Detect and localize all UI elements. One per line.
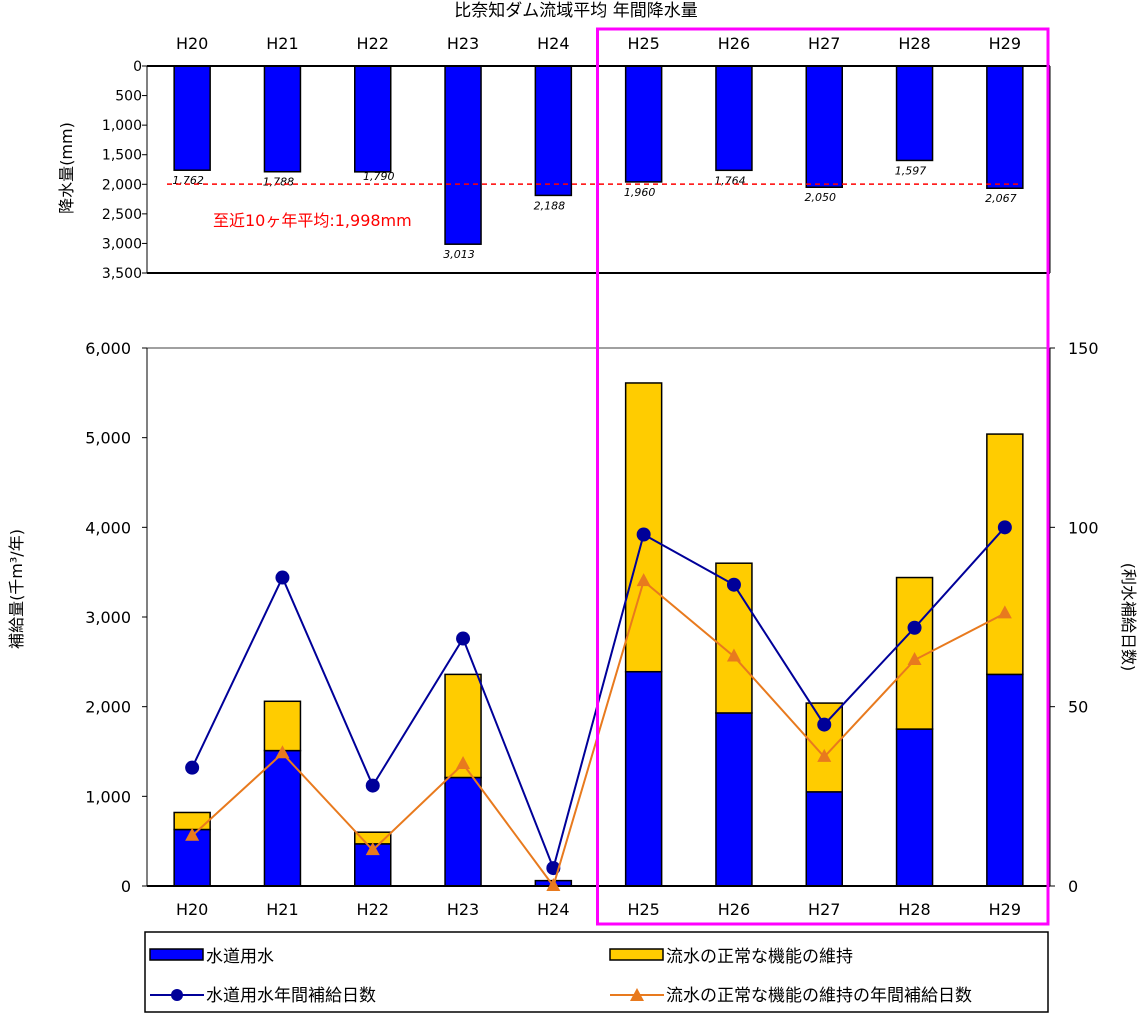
precip-value-label: 1,788 xyxy=(263,176,295,189)
water-supply-bar xyxy=(445,778,481,886)
bottom-y-tick-label: 2,000 xyxy=(85,698,131,717)
top-category-label: H25 xyxy=(627,34,659,53)
bottom-supply-panel: 0 1,000 2,000 3,000 4,000 5,000 6,000 0 50 100 150… xyxy=(7,339,1138,919)
precip-bar xyxy=(806,66,842,187)
bottom-category-label: H29 xyxy=(989,900,1021,919)
water-supply-days-point xyxy=(727,578,741,592)
normal-flow-bar xyxy=(987,434,1023,674)
top-category-label: H20 xyxy=(176,34,208,53)
bottom-category-label: H24 xyxy=(537,900,569,919)
precip-value-label: 1,597 xyxy=(895,164,927,177)
water-supply-days-point xyxy=(637,528,651,542)
legend-marker-water-supply-days xyxy=(171,989,183,1001)
bottom-category-label: H22 xyxy=(357,900,389,919)
water-supply-bar xyxy=(264,751,300,886)
precip-bar xyxy=(987,66,1023,188)
top-y-tick-label: 3,500 xyxy=(102,266,142,282)
precip-value-label: 2,067 xyxy=(985,192,1017,205)
top-y-tick-label: 0 xyxy=(133,59,142,75)
water-supply-bar xyxy=(987,674,1023,886)
normal-flow-bar xyxy=(806,703,842,792)
top-category-label: H27 xyxy=(808,34,840,53)
top-y-tick-label: 2,000 xyxy=(102,177,142,193)
water-supply-bar xyxy=(897,729,933,886)
bottom-y-tick-label: 0 xyxy=(121,877,131,896)
water-supply-days-point xyxy=(366,779,380,793)
water-supply-days-point xyxy=(908,621,922,635)
top-y-tick-label: 2,500 xyxy=(102,207,142,223)
precip-value-label: 3,013 xyxy=(443,248,475,261)
legend-label-normal-flow-days: 流水の正常な機能の維持の年間補給日数 xyxy=(666,986,972,1006)
precip-bar xyxy=(626,66,662,182)
legend-label-water-supply: 水道用水 xyxy=(206,947,274,967)
top-category-label: H21 xyxy=(266,34,298,53)
water-supply-days-point xyxy=(456,632,470,646)
precip-bar xyxy=(445,66,481,244)
bottom-y2-tick-label: 100 xyxy=(1068,518,1099,537)
bottom-y-tick-label: 5,000 xyxy=(85,429,131,448)
water-supply-days-point xyxy=(275,571,289,585)
top-category-label: H23 xyxy=(447,34,479,53)
water-supply-days-point xyxy=(817,718,831,732)
legend-label-normal-flow: 流水の正常な機能の維持 xyxy=(666,947,853,967)
legend-label-water-supply-days: 水道用水年間補給日数 xyxy=(206,986,376,1006)
top-category-label: H29 xyxy=(989,34,1021,53)
precip-bar xyxy=(355,66,391,172)
precip-value-label: 1,960 xyxy=(624,186,656,199)
top-category-label: H24 xyxy=(537,34,569,53)
bottom-y-tick-label: 6,000 xyxy=(85,339,131,358)
bottom-category-label: H28 xyxy=(898,900,930,919)
legend: 水道用水 流水の正常な機能の維持 水道用水年間補給日数 流水の正常な機能の維持の… xyxy=(145,932,1048,1012)
top-category-label: H28 xyxy=(898,34,930,53)
precip-value-label: 1,764 xyxy=(714,174,746,187)
legend-swatch-normal-flow xyxy=(610,949,663,960)
top-category-label: H22 xyxy=(357,34,389,53)
precip-bar xyxy=(535,66,571,195)
precip-value-label: 2,188 xyxy=(534,199,566,212)
top-y-axis-title: 降水量(mm) xyxy=(57,122,76,214)
top-y-tick-label: 1,000 xyxy=(102,118,142,134)
bottom-category-label: H21 xyxy=(266,900,298,919)
bottom-y2-axis-title: (利水補給日数) xyxy=(1119,563,1138,672)
bottom-category-label: H26 xyxy=(718,900,750,919)
precip-bar xyxy=(264,66,300,172)
bottom-y2-tick-label: 150 xyxy=(1068,339,1099,358)
normal-flow-bar xyxy=(264,701,300,750)
bottom-y2-tick-label: 0 xyxy=(1068,877,1078,896)
bottom-category-label: H27 xyxy=(808,900,840,919)
average-reference-label: 至近10ヶ年平均:1,998mm xyxy=(213,211,412,230)
bottom-category-label: H20 xyxy=(176,900,208,919)
bottom-y-tick-label: 4,000 xyxy=(85,518,131,537)
normal-flow-bar xyxy=(626,383,662,672)
bottom-category-label: H23 xyxy=(447,900,479,919)
precip-bar xyxy=(897,66,933,160)
top-y-tick-label: 500 xyxy=(115,89,142,105)
bottom-y-tick-label: 3,000 xyxy=(85,608,131,627)
bottom-category-label: H25 xyxy=(627,900,659,919)
precip-value-label: 1,790 xyxy=(363,170,395,183)
water-supply-days-point xyxy=(185,761,199,775)
water-supply-bar xyxy=(716,713,752,886)
bottom-y-axis-title: 補給量(千m³/年) xyxy=(7,529,26,649)
precip-bar xyxy=(716,66,752,170)
bottom-y-tick-label: 1,000 xyxy=(85,787,131,806)
top-y-tick-label: 3,000 xyxy=(102,236,142,252)
precip-value-label: 1,762 xyxy=(172,174,204,187)
water-supply-days-point xyxy=(998,520,1012,534)
top-category-label: H26 xyxy=(718,34,750,53)
precip-value-label: 2,050 xyxy=(805,191,837,204)
precip-bar xyxy=(174,66,210,170)
bottom-y2-tick-label: 50 xyxy=(1068,698,1088,717)
top-precipitation-panel: H20 1,762 H21 1,788 H22 1,790 H23 3,013 H24 2,188… xyxy=(57,34,1050,282)
water-supply-bar xyxy=(626,672,662,886)
chart-title: 比奈知ダム流域平均 年間降水量 xyxy=(454,1,697,21)
top-y-tick-label: 1,500 xyxy=(102,148,142,164)
legend-swatch-water-supply xyxy=(150,949,203,960)
water-supply-bar xyxy=(806,792,842,886)
normal-flow-bar xyxy=(174,812,210,829)
